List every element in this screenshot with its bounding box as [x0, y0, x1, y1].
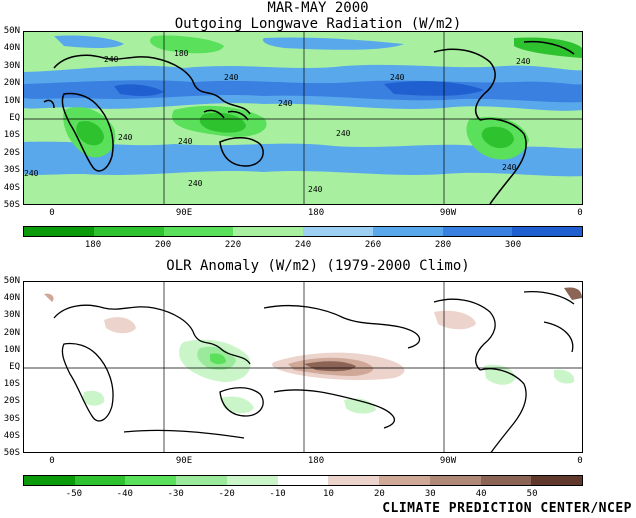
colorbar-label: 10 [323, 489, 334, 499]
lon-label: 0 [577, 208, 583, 218]
colorbar-label: -40 [116, 489, 133, 499]
lat-label: 30N [3, 310, 20, 321]
colorbar-swatch [442, 227, 513, 236]
lon-label: 180 [307, 208, 325, 218]
lat-label: 40N [3, 293, 20, 304]
colorbar-label: 50 [526, 489, 538, 499]
lat-label: 50N [3, 26, 20, 36]
colorbar-swatch [480, 476, 532, 485]
lat-label: 40N [3, 43, 20, 54]
colorbar-label: 30 [424, 489, 436, 499]
credit-text: CLIMATE PREDICTION CENTER/NCEP [382, 501, 632, 516]
lat-label: 40S [3, 182, 20, 193]
contour-labels: 180 240 240 240 240 240 240 240 240 240 … [24, 49, 531, 194]
colorbar-swatch [328, 476, 380, 485]
contour-label: 240 [502, 163, 517, 172]
colorbar-swatch [379, 476, 430, 485]
lat-label: 20N [3, 327, 20, 338]
contour-label: 240 [278, 99, 293, 108]
colorbar-swatch [125, 476, 177, 485]
colorbar-label: -20 [218, 489, 235, 499]
contour-label: 240 [104, 55, 119, 64]
colorbar-swatch [176, 476, 227, 485]
colorbar-swatch [93, 227, 164, 236]
colorbar-swatch [24, 476, 75, 485]
anomaly-colorbar [23, 475, 583, 486]
lat-label: 50N [3, 276, 20, 286]
anomaly-title: OLR Anomaly (W/m2) (1979-2000 Climo) [166, 258, 470, 274]
lon-label: 0 [49, 208, 55, 218]
lat-label: 50S [3, 448, 20, 458]
colorbar-label: 240 [294, 240, 312, 250]
lat-label: 10N [3, 95, 20, 106]
contour-label: 240 [224, 73, 239, 82]
colorbar-swatch [24, 227, 94, 236]
colorbar-label: 200 [154, 240, 172, 250]
lat-label: 10S [3, 379, 20, 390]
colorbar-swatch [277, 476, 329, 485]
lat-label: 20S [3, 396, 20, 407]
contour-label: 240 [188, 179, 203, 188]
contour-label: 240 [308, 185, 323, 194]
contour-label: 240 [24, 169, 39, 178]
lon-label: 90E [175, 208, 193, 218]
lat-label: 30N [3, 60, 20, 71]
olr-map-svg: 180 240 240 240 240 240 240 240 240 240 … [24, 32, 582, 204]
lon-label: 90E [175, 456, 193, 466]
colorbar-label: 220 [224, 240, 242, 250]
colorbar-label: -10 [269, 489, 286, 499]
lat-label: 10S [3, 130, 20, 141]
lat-label: 40S [3, 430, 20, 441]
lat-label: 30S [3, 165, 20, 176]
anomaly-map-svg [24, 282, 582, 452]
lat-label: 20N [3, 78, 20, 89]
contour-label: 240 [336, 129, 351, 138]
lon-label: 90W [439, 208, 457, 218]
map-title-olr: Outgoing Longwave Radiation (W/m2) [174, 16, 462, 32]
colorbar-swatch [512, 227, 582, 236]
lat-label: EQ [9, 362, 20, 372]
lat-label: 20S [3, 147, 20, 158]
colorbar-label: 180 [84, 240, 102, 250]
colorbar-swatch [226, 476, 278, 485]
lon-label: 90W [439, 456, 457, 466]
colorbar-label: 300 [504, 240, 522, 250]
colorbar-swatch [233, 227, 303, 236]
colorbar-label: 40 [475, 489, 487, 499]
lon-label: 180 [307, 456, 325, 466]
olr-map: 180 240 240 240 240 240 240 240 240 240 … [23, 31, 583, 205]
contour-label: 240 [178, 137, 193, 146]
lat-label: 30S [3, 413, 20, 424]
colorbar-label: 260 [364, 240, 382, 250]
anomaly-map [23, 281, 583, 453]
colorbar-swatch [74, 476, 126, 485]
contour-label: 240 [390, 73, 405, 82]
contour-label: 180 [174, 49, 189, 58]
colorbar-label: -50 [65, 489, 83, 499]
colorbar-swatch [303, 227, 373, 236]
lon-label: 0 [49, 456, 55, 466]
colorbar-swatch [531, 476, 583, 485]
contour-label: 240 [118, 133, 133, 142]
colorbar-label: 280 [434, 240, 452, 250]
lat-label: 50S [3, 200, 20, 210]
lat-label: EQ [9, 113, 20, 123]
colorbar-swatch [429, 476, 481, 485]
colorbar-swatch [163, 227, 234, 236]
colorbar-swatch [372, 227, 443, 236]
lat-label: 10N [3, 344, 20, 355]
map-title-season: MAR-MAY 2000 [267, 0, 369, 16]
colorbar-label: 20 [373, 489, 385, 499]
lon-label: 0 [577, 456, 583, 466]
contour-label: 240 [516, 57, 531, 66]
olr-colorbar [23, 226, 583, 237]
colorbar-label: -30 [167, 489, 184, 499]
